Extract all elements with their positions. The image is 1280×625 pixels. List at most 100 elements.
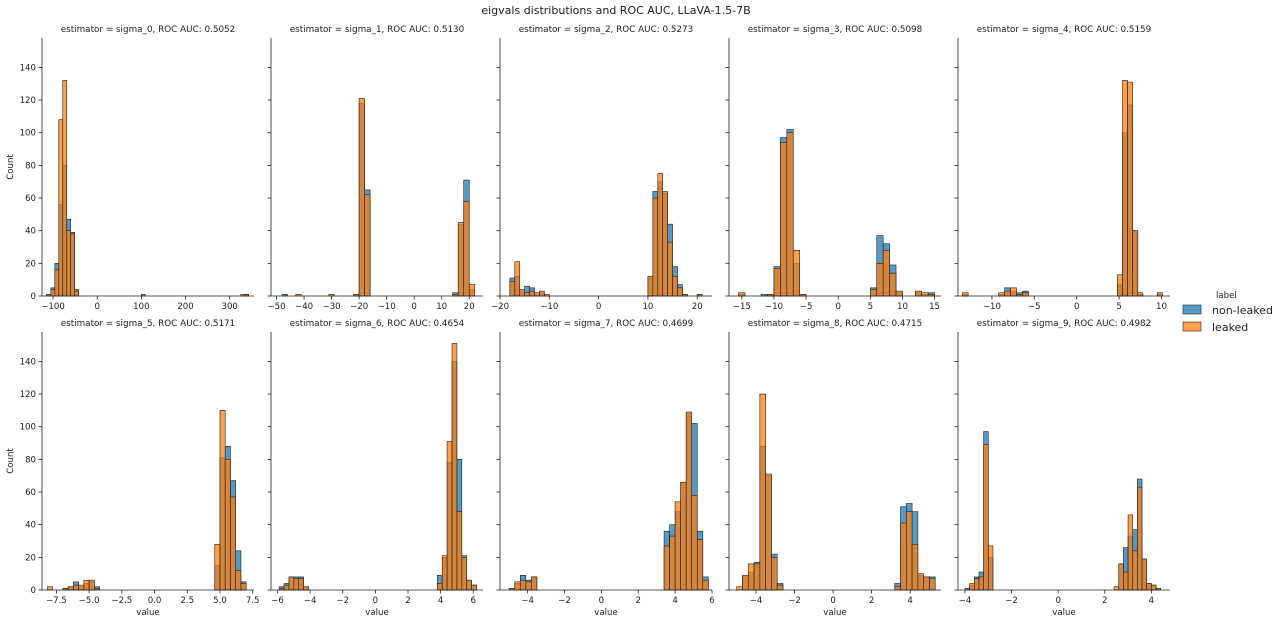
bar-leaked (1122, 80, 1128, 297)
bar-leaked (457, 222, 465, 297)
bar-leaked (1132, 550, 1138, 591)
x-tick-label: 2 (405, 596, 410, 606)
bar-leaked (776, 584, 784, 591)
bar-leaked (765, 473, 772, 591)
bar-leaked (900, 522, 907, 591)
x-tick-label: −40 (295, 302, 313, 312)
x-tick-label: 300 (222, 302, 238, 312)
x-tick-label: −20 (350, 302, 368, 312)
x-tick-label: 2 (1102, 596, 1107, 606)
y-tick-label: 60 (25, 194, 36, 204)
panel-title: estimator = sigma_6, ROC AUC: 0.4654 (290, 319, 465, 329)
bar-leaked (74, 290, 79, 297)
x-tick-label: 0 (94, 302, 99, 312)
panel-sigma-3: estimator = sigma_3, ROC AUC: 0.5098 −15 −… (725, 25, 941, 312)
panel-title: estimator = sigma_9, ROC AUC: 0.4982 (977, 319, 1152, 329)
bar-leaked (747, 563, 755, 591)
bar-leaked (929, 578, 936, 591)
bar-leaked (509, 281, 516, 297)
panel-title: estimator = sigma_3, ROC AUC: 0.5098 (748, 25, 923, 35)
x-tick-label: 10 (642, 302, 653, 312)
x-tick-label: −2 (1005, 596, 1018, 606)
bar-leaked (67, 586, 74, 591)
bar-leaked (219, 410, 226, 591)
x-tick-label: −2 (558, 596, 571, 606)
bar-leaked (358, 98, 365, 297)
bar-leaked (771, 557, 778, 591)
bar-leaked (702, 579, 709, 591)
bar-leaked (1146, 583, 1152, 591)
bar-leaked (514, 261, 521, 297)
panel-title: estimator = sigma_4, ROC AUC: 0.5159 (977, 25, 1152, 35)
bar-leaked (446, 441, 453, 591)
x-tick-label: −10 (378, 302, 396, 312)
bar-leaked (915, 290, 923, 297)
bar-leaked (441, 555, 448, 591)
panel-sigma-1: estimator = sigma_1, ROC AUC: 0.5130−50−… (267, 25, 483, 312)
x-tick-label: −4 (750, 596, 763, 606)
x-tick-label: −10 (765, 302, 783, 312)
y-axis-label: Count (6, 154, 16, 180)
x-tick-label: −6 (271, 596, 284, 606)
bar-leaked (889, 272, 897, 297)
bar-leaked (1137, 486, 1143, 591)
bar-leaked (466, 579, 472, 591)
bar-leaked (672, 276, 678, 297)
x-tick-label: 20 (692, 302, 703, 312)
legend: label non-leaked leaked (1182, 291, 1273, 334)
bar-leaked (786, 132, 794, 297)
x-axis-label: value (1052, 608, 1075, 618)
panel-title: estimator = sigma_8, ROC AUC: 0.4715 (748, 319, 923, 329)
x-tick-label: 2 (636, 596, 641, 606)
bar-leaked (1123, 571, 1129, 591)
x-tick-label: −5.0 (79, 596, 100, 606)
panel-sigma-5: estimator = sigma_5, ROC AUC: 0.5171 0 20 4… (6, 319, 260, 618)
bar-leaked (235, 570, 242, 591)
x-tick-label: 4 (907, 596, 912, 606)
panel-title: estimator = sigma_2, ROC AUC: 0.5273 (519, 25, 694, 35)
bar-leaked (1004, 290, 1011, 297)
bar-leaked (736, 586, 743, 591)
bar-leaked (792, 249, 800, 297)
bar-leaked (923, 576, 930, 591)
bar-leaked (876, 263, 884, 297)
panel-sigma-4: estimator = sigma_4, ROC AUC: 0.5159 −10 −… (954, 25, 1170, 312)
bar-leaked (54, 269, 60, 297)
bar-leaked (66, 230, 72, 297)
bar-leaked (738, 292, 746, 297)
bar-leaked (759, 393, 766, 591)
bar-leaked (882, 249, 890, 297)
bar-leaked (534, 292, 540, 297)
y-tick-label: 100 (20, 423, 36, 433)
x-tick-label: −10 (983, 302, 1001, 312)
bar-leaked (667, 241, 673, 297)
x-tick-label: 20 (464, 302, 475, 312)
y-tick-label: 20 (25, 259, 36, 269)
bar-leaked (674, 501, 681, 591)
x-tick-label: 5.0 (213, 596, 227, 606)
bar-leaked (230, 496, 236, 591)
x-tick-label: −4 (521, 596, 534, 606)
bar-leaked (224, 459, 231, 591)
bar-leaked (463, 200, 470, 297)
bar-leaked (987, 545, 994, 591)
legend-swatch-leaked (1182, 321, 1202, 332)
x-tick-label: 10 (436, 302, 447, 312)
bar-leaked (1127, 81, 1133, 297)
bar-leaked (753, 563, 761, 591)
y-tick-label: 80 (25, 455, 36, 465)
bar-leaked (917, 573, 924, 591)
panel-sigma-9: estimator = sigma_9, ROC AUC: 0.4982 −4 −2… (954, 319, 1170, 618)
x-tick-label: 10 (897, 302, 908, 312)
panel-sigma-6: estimator = sigma_6, ROC AUC: 0.4654 −6 −4… (267, 319, 483, 618)
bar-leaked (456, 511, 463, 591)
bar-leaked (364, 194, 371, 297)
x-tick-label: 0 (596, 302, 601, 312)
x-tick-label: −4 (959, 596, 972, 606)
bar-leaked (468, 284, 476, 297)
panel-sigma-0: estimator = sigma_0, ROC AUC: 0.5052 0 20 4… (6, 25, 254, 312)
y-tick-label: 140 (20, 357, 36, 367)
x-tick-label: 0 (599, 596, 604, 606)
bar-leaked (662, 191, 668, 297)
